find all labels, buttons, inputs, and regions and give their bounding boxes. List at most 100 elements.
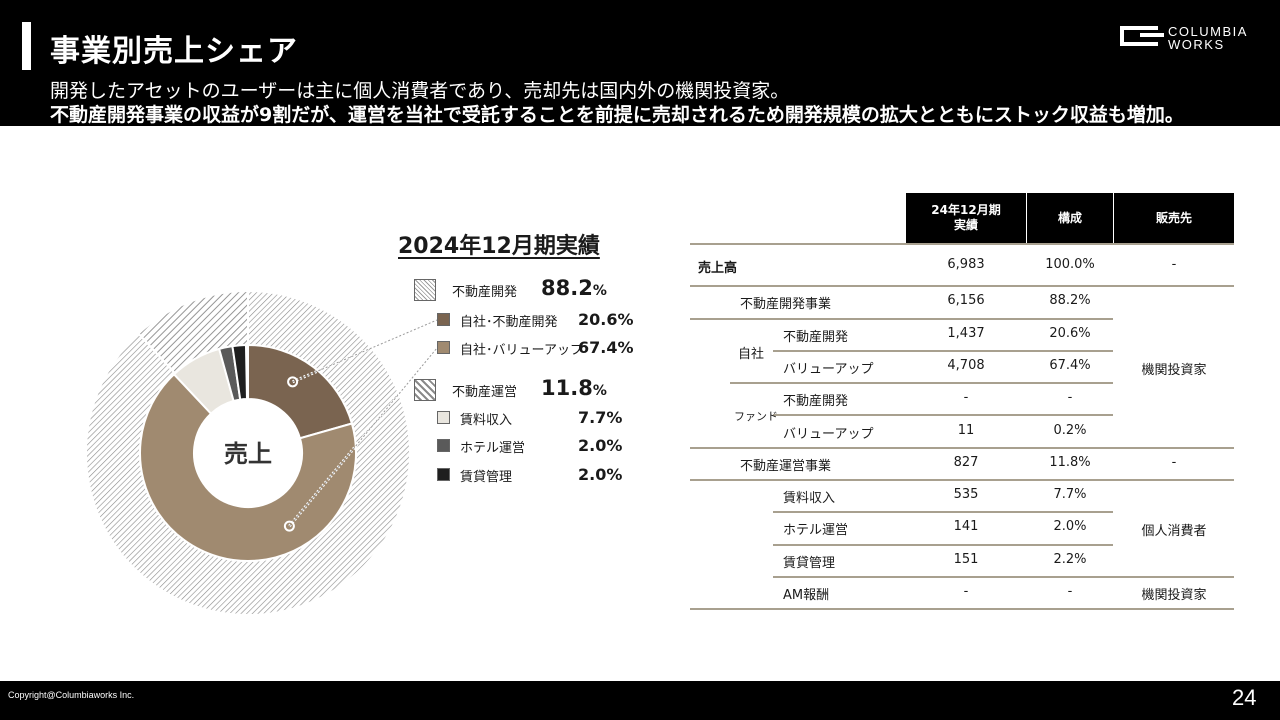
table-row-share-2: 88.2%: [1049, 293, 1091, 308]
table-row-share-11: -: [1067, 584, 1073, 599]
table-row-share-9: 2.0%: [1053, 519, 1087, 534]
legend-swatch-2: [437, 313, 450, 326]
donut-center-label: 売上: [224, 440, 272, 468]
table-row-value-10: 151: [953, 552, 979, 567]
table-row-value-5: -: [963, 390, 969, 405]
header-band: [0, 0, 1280, 126]
table-rule-7: [690, 447, 1234, 449]
inner-slice-5: [231, 344, 249, 401]
donut-chart: 売上: [85, 289, 439, 616]
legend-value-7: 2.0%: [578, 465, 623, 484]
table-row-value-8: 535: [953, 487, 979, 502]
legend-swatch-3: [437, 341, 450, 354]
page-title: 事業別売上シェア: [50, 34, 298, 69]
legend-swatch-4: [414, 379, 436, 401]
legend-label-4: 不動産運営: [452, 385, 518, 400]
legend-swatch-6: [437, 439, 450, 452]
table-row-label-7: 不動産運営事業: [740, 459, 832, 474]
table-header-3: 販売先: [1114, 193, 1234, 243]
legend-value-2: 20.6%: [578, 310, 634, 329]
table-row-label-4: バリューアップ: [783, 362, 874, 377]
inner-slice-2: [139, 372, 357, 562]
table-row-label-5: 不動産開発: [783, 394, 849, 409]
legend-value-4: 11.8%: [541, 376, 607, 400]
table-row-buyer-7: -: [1171, 455, 1177, 470]
table-buyer-consumer: 個人消費者: [1141, 524, 1207, 539]
legend-label-3: 自社･バリューアップ: [460, 343, 583, 358]
table-group-self: 自社: [738, 347, 765, 362]
table-row-share-3: 20.6%: [1049, 326, 1091, 341]
logo-mark-icon: [1120, 26, 1158, 46]
company-logo: COLUMBIA WORKS: [1120, 24, 1260, 54]
table-rule-1: [690, 243, 1234, 245]
table-row-value-11: -: [963, 584, 969, 599]
callout-dot-2: [283, 520, 295, 532]
logo-text-works: WORKS: [1168, 37, 1225, 52]
table-row-share-10: 2.2%: [1053, 552, 1087, 567]
table-header-1: 24年12月期 実績: [906, 193, 1026, 243]
table-row-buyer-1: -: [1171, 257, 1177, 272]
table-rule-12: [690, 608, 1234, 610]
table-rule-9: [773, 511, 1113, 513]
table-row-share-7: 11.8%: [1049, 455, 1091, 470]
table-row-label-2: 不動産開発事業: [740, 297, 832, 312]
table-rule-8: [690, 479, 1234, 481]
table-rule-5: [730, 382, 1113, 384]
table-buyer-investor: 機関投資家: [1141, 363, 1207, 378]
legend-label-5: 賃料収入: [460, 413, 513, 428]
table-rule-6: [773, 414, 1113, 416]
page-number: 24: [1232, 685, 1257, 710]
logo-text-columbia: COLUMBIA: [1168, 24, 1248, 39]
subtitle-line-1: 開発したアセットのユーザーは主に個人消費者であり、売却先は国内外の機関投資家。: [50, 80, 790, 102]
inner-slice-1: [247, 343, 354, 440]
table-row-share-1: 100.0%: [1045, 257, 1095, 272]
legend-value-unit-1: %: [592, 283, 607, 299]
table-row-share-8: 7.7%: [1053, 487, 1087, 502]
table-row-value-4: 4,708: [947, 358, 985, 373]
table-row-label-9: ホテル運営: [783, 523, 849, 538]
table-row-label-1: 売上高: [698, 261, 738, 276]
table-row-value-7: 827: [953, 455, 979, 470]
callout-dot-1: [287, 376, 299, 388]
legend-label-1: 不動産開発: [452, 285, 518, 300]
table-row-label-8: 賃料収入: [783, 491, 836, 506]
table-row-label-11: AM報酬: [783, 588, 830, 603]
legend-swatch-7: [437, 468, 450, 481]
table-row-share-5: -: [1067, 390, 1073, 405]
table-row-share-6: 0.2%: [1053, 423, 1087, 438]
legend-label-2: 自社･不動産開発: [460, 315, 558, 330]
legend-swatch-1: [414, 279, 436, 301]
copyright-text: Copyright@Columbiaworks Inc.: [8, 690, 135, 700]
subtitle-line-2: 不動産開発事業の収益が9割だが、運営を当社で受託することを前提に売却されるため開…: [50, 104, 1184, 126]
table-row-value-1: 6,983: [947, 257, 985, 272]
table-row-share-4: 67.4%: [1049, 358, 1091, 373]
table-row-label-10: 賃貸管理: [783, 556, 836, 571]
table-row-label-6: バリューアップ: [783, 427, 874, 442]
table-group-fund: ファンド: [734, 410, 778, 423]
title-accent-bar: [22, 22, 31, 70]
table-rule-2: [690, 285, 1234, 287]
legend-label-7: 賃貸管理: [460, 470, 513, 485]
legend-value-5: 7.7%: [578, 408, 623, 427]
table-row-value-2: 6,156: [947, 293, 985, 308]
chart-title: 2024年12月期実績: [398, 234, 600, 259]
legend-value-unit-4: %: [592, 383, 607, 399]
legend-value-number-1: 88.2: [541, 276, 593, 300]
legend-label-6: ホテル運営: [460, 441, 526, 456]
table-row-label-3: 不動産開発: [783, 330, 849, 345]
legend-value-6: 2.0%: [578, 436, 623, 455]
logo-bar: [1140, 33, 1164, 37]
table-rule-11: [773, 576, 1234, 578]
legend-swatch-5: [437, 411, 450, 424]
table-row-value-3: 1,437: [947, 326, 985, 341]
callout-line-shadow-2: [289, 347, 438, 527]
table-rule-3: [690, 318, 1113, 320]
table-rule-10: [773, 544, 1113, 546]
legend-value-number-4: 11.8: [541, 376, 593, 400]
footer-band: [0, 681, 1280, 720]
table-rule-4: [773, 350, 1113, 352]
legend-value-3: 67.4%: [578, 338, 634, 357]
table-row-value-9: 141: [953, 519, 979, 534]
table-header-2: 構成: [1027, 193, 1113, 243]
legend-value-1: 88.2%: [541, 276, 607, 300]
